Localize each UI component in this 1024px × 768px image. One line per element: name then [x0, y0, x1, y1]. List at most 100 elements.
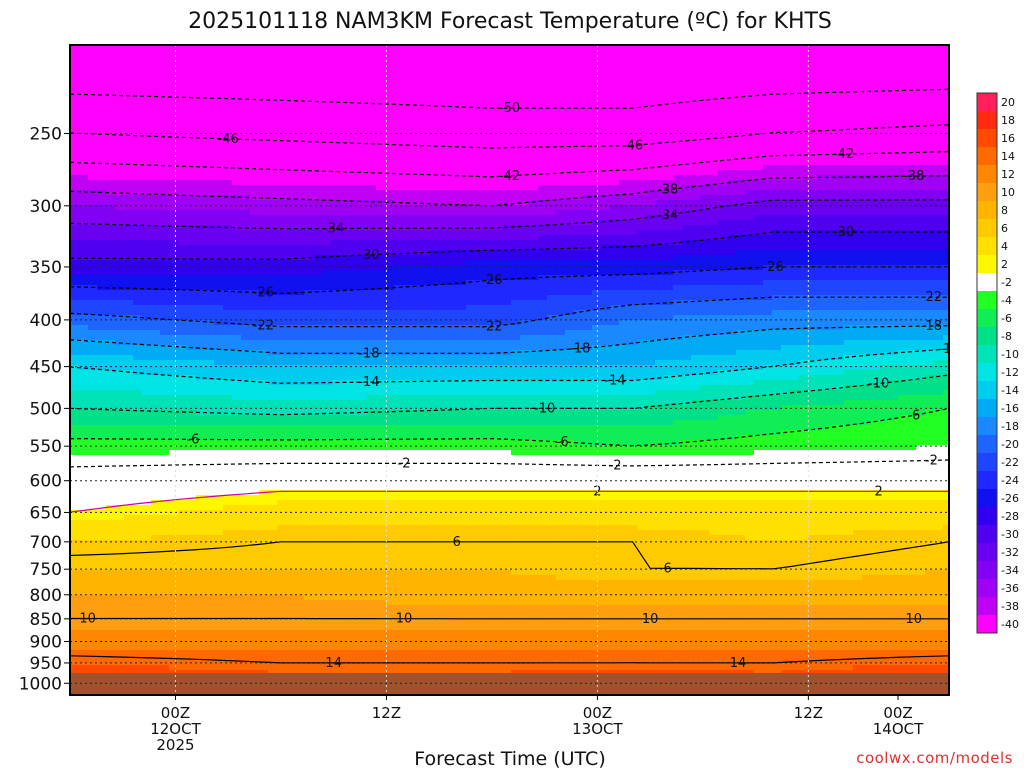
contour-label: -34	[323, 222, 344, 237]
contour-label: -30	[358, 248, 379, 263]
grid-lines	[70, 45, 949, 695]
colorbar-swatch	[977, 363, 997, 381]
plot-frame	[69, 44, 950, 696]
contour-label: 10	[906, 612, 923, 627]
colorbar-swatch	[977, 111, 997, 129]
contour-label: -10	[868, 377, 889, 392]
contour-label: -6	[187, 432, 200, 447]
colorbar-label: -14	[1001, 384, 1019, 397]
colorbar-label: 20	[1001, 96, 1015, 109]
contour-label: -26	[253, 286, 274, 301]
colorbar-label: -30	[1001, 528, 1019, 541]
colorbar-label: 18	[1001, 114, 1015, 127]
y-tick-label: 350	[30, 258, 62, 278]
x-tick-label: 13OCT	[572, 720, 623, 738]
y-tick-label: 650	[30, 503, 62, 523]
colorbar-swatch	[977, 219, 997, 237]
colorbar-label: -2	[1001, 276, 1012, 289]
colorbar-swatch	[977, 237, 997, 255]
y-tick-label: 900	[30, 632, 62, 652]
contour-label: 6	[962, 535, 970, 550]
contour-label: -14	[358, 375, 379, 390]
contour-label: -18	[358, 346, 379, 361]
colorbar-swatch	[977, 615, 997, 633]
x-axis-label: Forecast Time (UTC)	[414, 748, 605, 768]
colorbar-label: -20	[1001, 438, 1019, 451]
colorbar-label: -22	[1001, 456, 1019, 469]
colorbar-swatch	[977, 399, 997, 417]
contour-label: -42	[833, 147, 854, 162]
contour-label: -46	[956, 118, 977, 133]
x-tick-label: 12Z	[794, 704, 823, 722]
contour-label: 14	[325, 656, 342, 671]
colorbar-swatch	[977, 597, 997, 615]
colorbar-label: -40	[1001, 618, 1019, 631]
contour-label: 2	[875, 484, 883, 499]
colorbar-swatch	[977, 453, 997, 471]
contour-label: -2	[398, 456, 411, 471]
colorbar-label: -16	[1001, 402, 1019, 415]
colorbar-label: 2	[1001, 258, 1008, 271]
colorbar-swatch	[977, 489, 997, 507]
contour-label: -46	[622, 139, 643, 154]
y-tick-label: 450	[30, 358, 62, 378]
colorbar-label: -6	[1001, 312, 1012, 325]
contour-label: -10	[534, 401, 555, 416]
colorbar-swatch	[977, 273, 997, 291]
colorbar-swatch	[977, 435, 997, 453]
colorbar-swatch	[977, 309, 997, 327]
colorbar-label: -34	[1001, 564, 1019, 577]
y-axis: 2503003504004505005506006507007508008509…	[19, 124, 70, 694]
y-tick-label: 600	[30, 472, 62, 492]
contour-label: -50	[499, 101, 520, 116]
colorbar-label: -26	[1001, 492, 1019, 505]
x-tick-label: 12OCT	[150, 720, 201, 738]
x-tick-label: 2025	[156, 736, 194, 754]
contour-label: 10	[79, 612, 96, 627]
colorbar-label: -36	[1001, 582, 1019, 595]
y-tick-label: 750	[30, 560, 62, 580]
colorbar-label: 8	[1001, 204, 1008, 217]
colorbar-swatch	[977, 471, 997, 489]
contour-label: -14	[938, 342, 959, 357]
contour-line-14	[70, 655, 949, 664]
contour-label: -6	[556, 435, 569, 450]
contour-label: -38	[903, 169, 924, 184]
y-tick-label: 500	[30, 399, 62, 419]
colorbar-label: -8	[1001, 330, 1012, 343]
y-tick-label: 300	[30, 197, 62, 217]
y-tick-label: 700	[30, 533, 62, 553]
colorbar-swatch	[977, 525, 997, 543]
colorbar-label: -24	[1001, 474, 1019, 487]
contour-line-6	[70, 541, 949, 570]
contour-label: -26	[763, 260, 784, 275]
colorbar-swatch	[977, 543, 997, 561]
y-tick-label: 800	[30, 586, 62, 606]
contour-label: -6	[907, 408, 920, 423]
x-tick-label: 12Z	[372, 704, 401, 722]
contour-label: -2	[609, 459, 622, 474]
colorbar-swatch	[977, 291, 997, 309]
contour-label: -30	[833, 225, 854, 240]
x-tick-label: 00Z	[883, 704, 912, 722]
colorbar-swatch	[977, 417, 997, 435]
colorbar-label: -4	[1001, 294, 1012, 307]
contour-label: -2	[925, 453, 938, 468]
colorbar-label: -28	[1001, 510, 1019, 523]
contour-label: 6	[664, 561, 672, 576]
colorbar-swatch	[977, 183, 997, 201]
x-tick-label: 14OCT	[873, 720, 924, 738]
colorbar-swatch	[977, 327, 997, 345]
colorbar-swatch	[977, 147, 997, 165]
colorbar-label: 4	[1001, 240, 1008, 253]
colorbar-label: 6	[1001, 222, 1008, 235]
y-tick-label: 850	[30, 610, 62, 630]
y-tick-label: 550	[30, 437, 62, 457]
colorbar-label: 10	[1001, 186, 1015, 199]
x-tick-label: 00Z	[161, 704, 190, 722]
contour-label: -38	[657, 183, 678, 198]
colorbar-label: -32	[1001, 546, 1019, 559]
colorbar-swatch	[977, 561, 997, 579]
y-tick-label: 400	[30, 311, 62, 331]
colorbar-label: 12	[1001, 168, 1015, 181]
